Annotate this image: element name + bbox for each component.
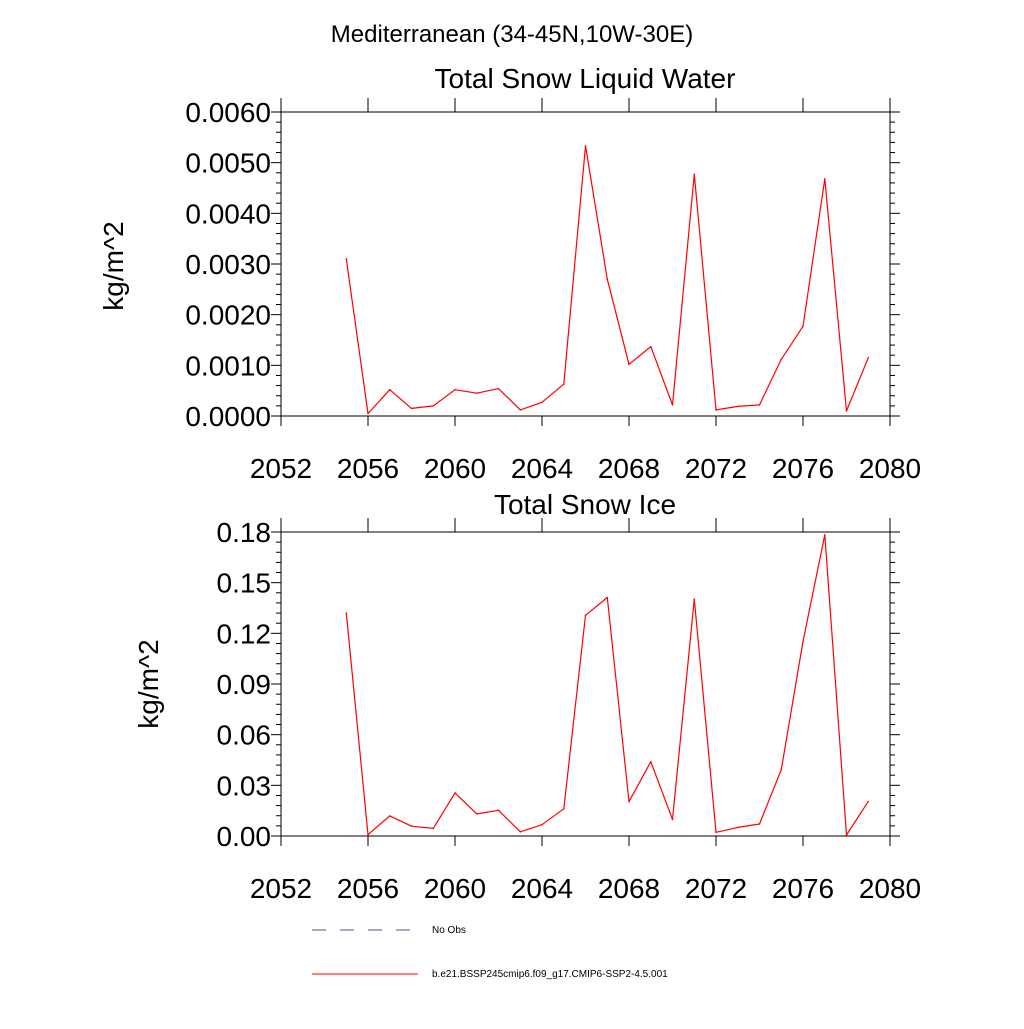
x-tick-label: 2064 — [511, 873, 573, 904]
data-point — [345, 258, 348, 260]
x-tick-label: 2060 — [424, 453, 486, 484]
data-point — [845, 834, 848, 836]
data-point — [715, 409, 717, 411]
x-tick-label: 2064 — [511, 453, 573, 484]
y-tick-label: 0.0000 — [185, 401, 271, 432]
x-tick-label: 2080 — [859, 873, 921, 904]
data-point — [541, 823, 543, 826]
data-point — [562, 383, 565, 385]
x-tick-label: 2072 — [685, 453, 747, 484]
series-line — [345, 534, 869, 836]
plot-frame — [280, 531, 891, 837]
x-tick-label: 2052 — [250, 873, 312, 904]
y-tick-label: 0.12 — [217, 618, 272, 649]
y-tick-label: 0.15 — [217, 568, 272, 599]
data-point — [367, 833, 369, 836]
y-axis-label: kg/m^2 — [133, 639, 164, 728]
y-tick-label: 0.09 — [217, 669, 272, 700]
data-point — [519, 409, 522, 411]
data-point — [475, 813, 478, 815]
x-tick-label: 2076 — [772, 453, 834, 484]
panel-snow-liquid-water: Total Snow Liquid Water kg/m^2 0.0000 0.0… — [98, 63, 921, 484]
x-tick-label: 2056 — [337, 453, 399, 484]
data-point — [541, 401, 543, 404]
data-point — [823, 178, 826, 180]
legend-label-model: b.e21.BSSP245cmip6.f09_g17.CMIP6-SSP2-4.… — [432, 969, 668, 980]
data-point — [628, 363, 630, 366]
data-point — [454, 388, 456, 391]
data-point — [606, 596, 609, 599]
y-tick-label: 0.0010 — [185, 350, 271, 381]
data-point — [410, 407, 413, 410]
data-point — [671, 818, 674, 821]
data-point — [715, 831, 717, 834]
y-tick-label: 0.0050 — [185, 148, 271, 179]
data-point — [693, 173, 696, 176]
data-point — [867, 356, 870, 359]
data-point — [628, 800, 630, 803]
data-point — [519, 830, 522, 833]
data-point — [649, 345, 652, 348]
plot-frame — [280, 111, 891, 417]
data-point — [736, 405, 739, 408]
x-tick-label: 2060 — [424, 873, 486, 904]
data-point — [388, 388, 391, 391]
legend: No Obs b.e21.BSSP245cmip6.f09_g17.CMIP6-… — [312, 925, 668, 980]
x-tick-label: 2076 — [772, 873, 834, 904]
x-tick-label: 2080 — [859, 453, 921, 484]
data-point — [367, 412, 369, 415]
data-point — [497, 809, 500, 812]
y-tick-label: 0.00 — [217, 821, 272, 852]
y-tick-label: 0.0030 — [185, 249, 271, 280]
figure-title: Mediterranean (34-45N,10W-30E) — [331, 21, 693, 48]
x-tick-label: 2052 — [250, 453, 312, 484]
data-point — [736, 826, 739, 829]
y-tick-label: 0.06 — [217, 720, 272, 751]
data-point — [606, 278, 609, 281]
data-point — [410, 825, 413, 828]
data-point — [758, 823, 761, 825]
data-point — [584, 145, 587, 147]
data-point — [671, 404, 674, 406]
chart-title: Total Snow Liquid Water — [435, 63, 736, 94]
y-tick-label: 0.0040 — [185, 198, 271, 229]
data-point — [780, 358, 783, 361]
y-tick-label: 0.18 — [217, 517, 272, 548]
y-tick-label: 0.0060 — [185, 97, 271, 128]
data-point — [758, 404, 761, 406]
data-point — [475, 392, 478, 395]
data-point — [432, 827, 435, 830]
data-point — [345, 612, 348, 614]
data-point — [802, 325, 804, 328]
data-point — [562, 808, 565, 810]
data-point — [454, 792, 456, 794]
y-tick-label: 0.03 — [217, 770, 272, 801]
data-point — [388, 815, 391, 817]
y-tick-label: 0.0020 — [185, 300, 271, 331]
legend-label-no-obs: No Obs — [432, 925, 466, 936]
data-point — [802, 640, 804, 643]
x-tick-label: 2072 — [685, 873, 747, 904]
data-point — [649, 760, 652, 763]
chart-title: Total Snow Ice — [494, 489, 676, 520]
panel-snow-ice: Total Snow Ice kg/m^2 0.00 0.03 0.06 0.09 0.… — [133, 489, 921, 904]
y-axis-label: kg/m^2 — [98, 221, 129, 310]
data-point — [867, 800, 870, 803]
data-point — [497, 387, 500, 390]
x-tick-label: 2056 — [337, 873, 399, 904]
data-point — [780, 768, 783, 771]
data-point — [823, 534, 826, 536]
x-tick-label: 2068 — [598, 453, 660, 484]
x-tick-label: 2068 — [598, 873, 660, 904]
data-point — [432, 405, 435, 407]
data-point — [845, 410, 848, 412]
data-point — [584, 614, 587, 617]
data-point — [693, 598, 696, 601]
